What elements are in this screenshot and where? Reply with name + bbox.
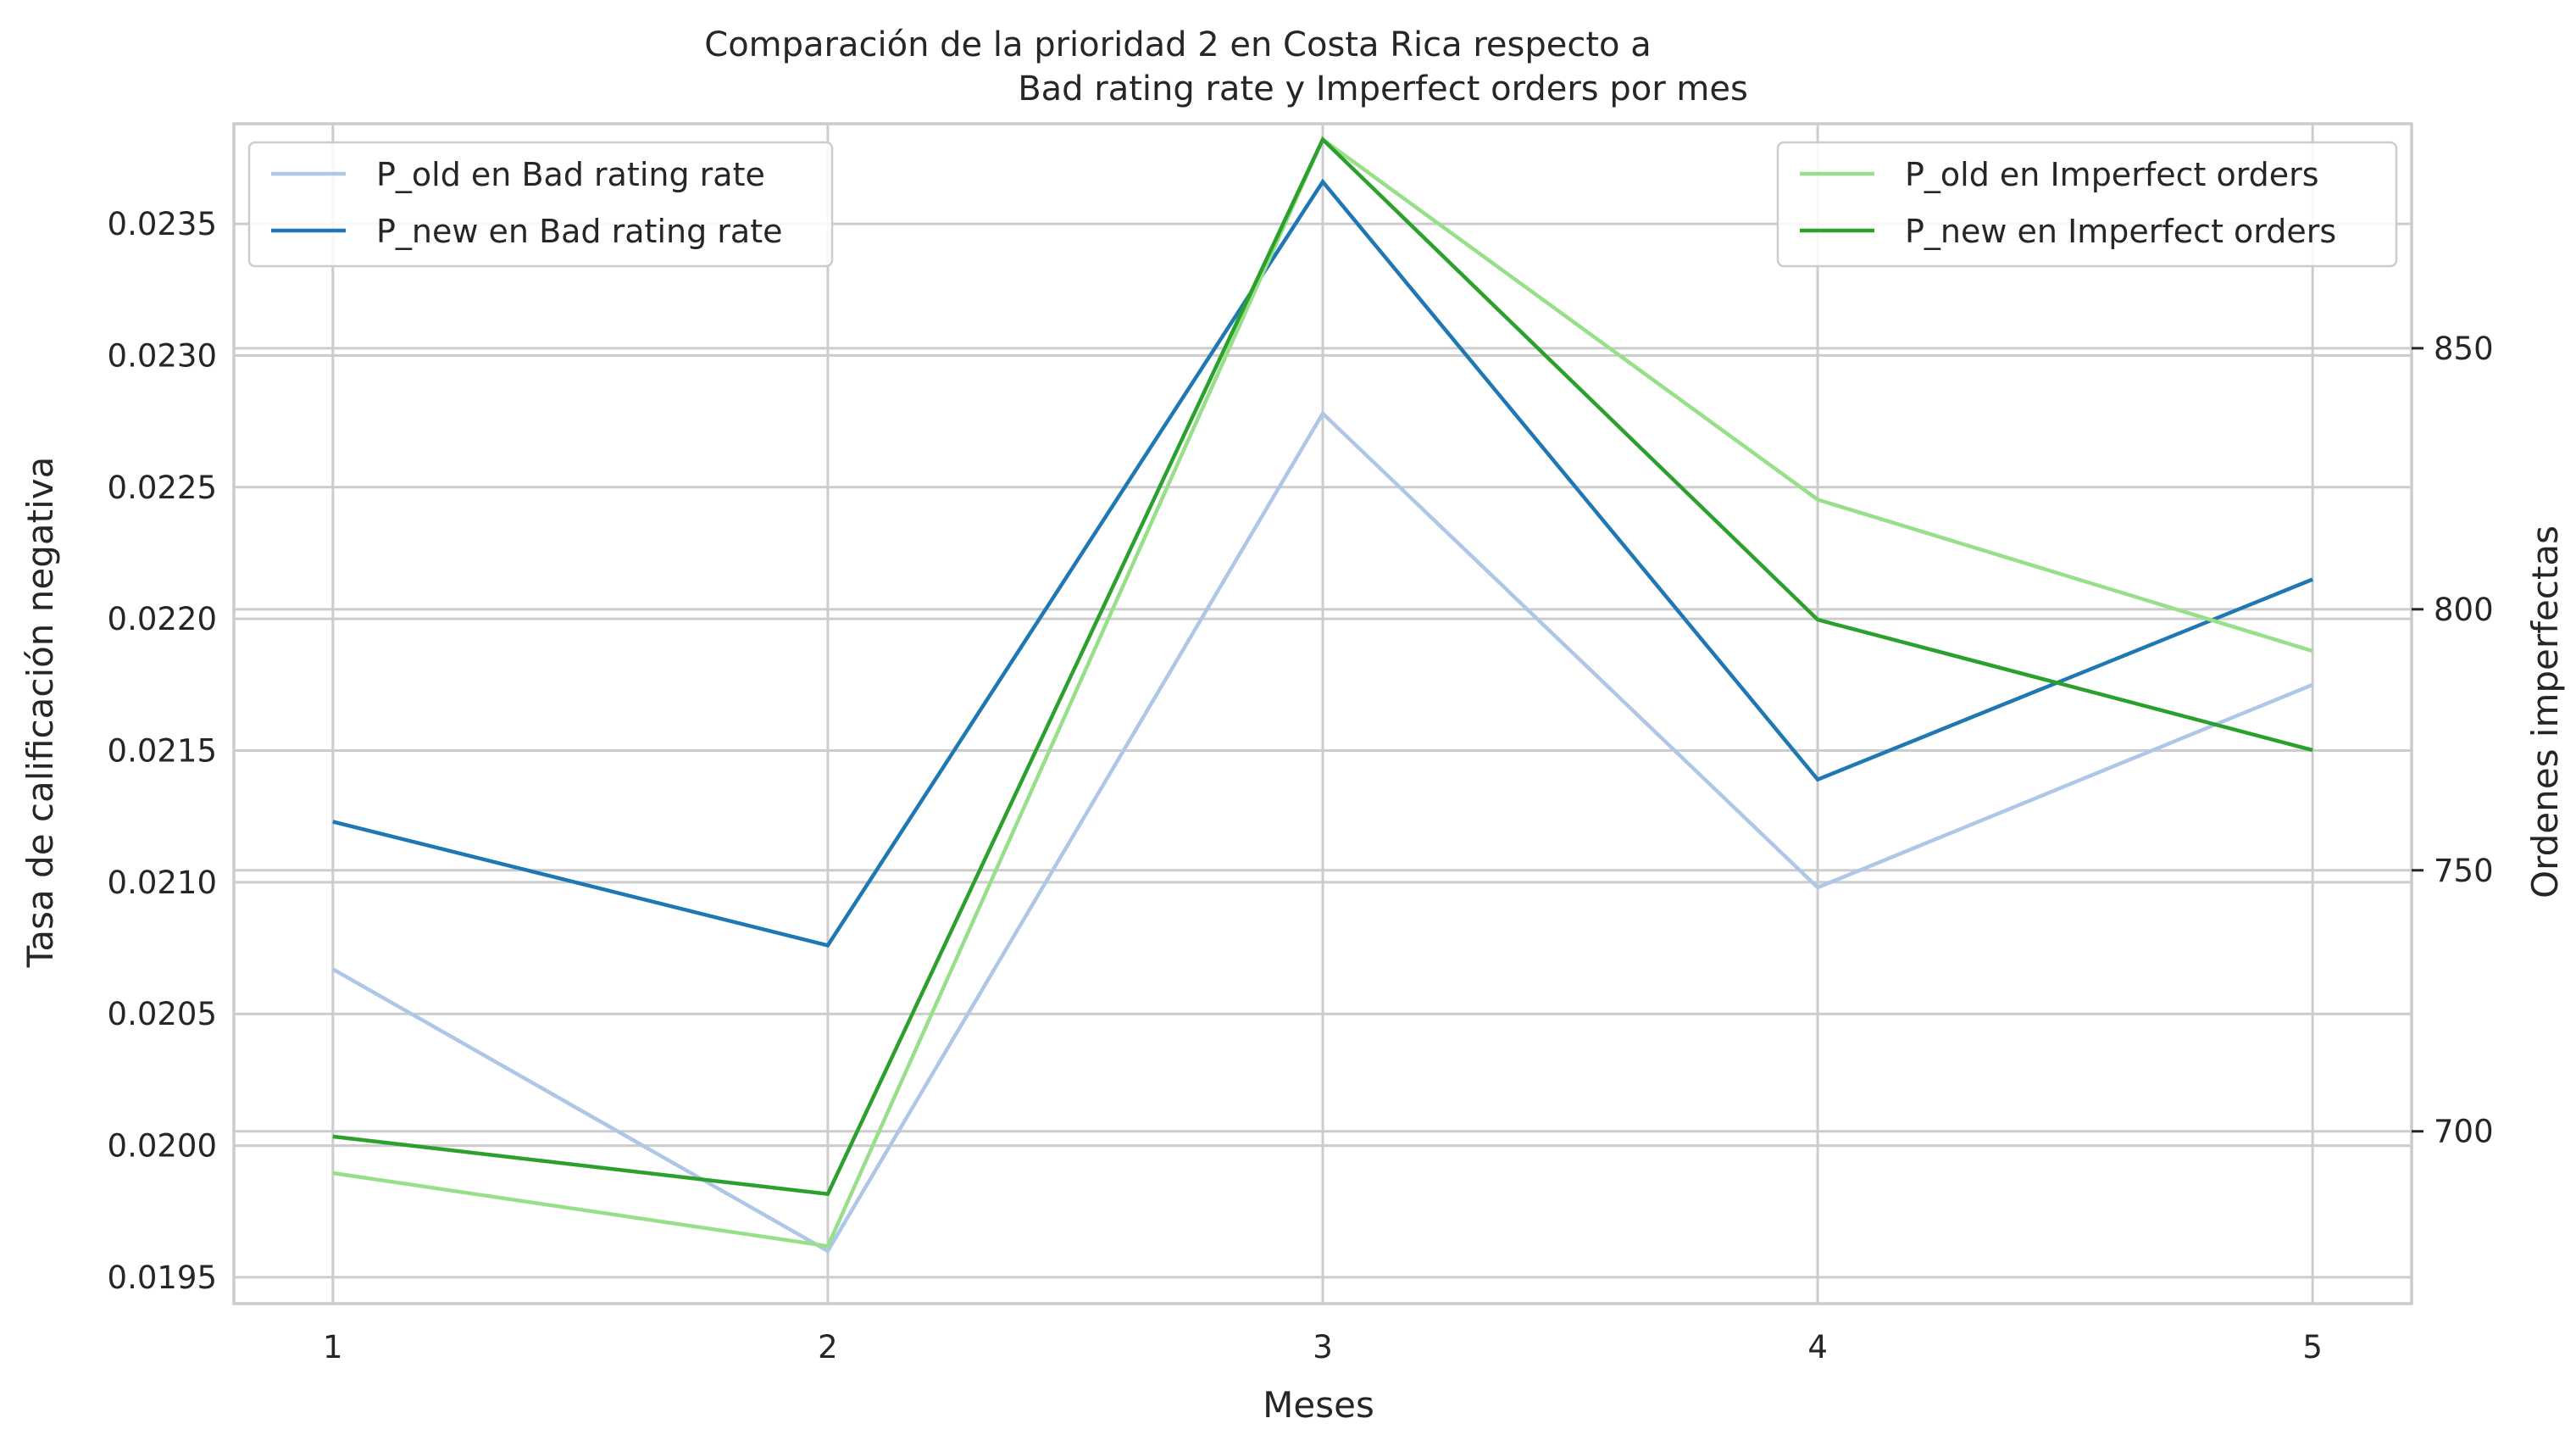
y-tick-label-left: 0.0235 xyxy=(108,206,217,242)
x-tick-label: 2 xyxy=(818,1329,838,1365)
plot-frame xyxy=(232,122,2413,1305)
x-tick-label: 5 xyxy=(2302,1329,2323,1365)
series-layer xyxy=(331,136,2314,1254)
y-tick-label-right: 750 xyxy=(2434,853,2494,889)
y-tick-label-left: 0.0200 xyxy=(108,1128,217,1165)
grid-layer xyxy=(234,124,2412,1304)
series-line-p-new-bad-rating-rate xyxy=(332,178,2314,948)
series-line-p-new-imperfect-orders xyxy=(332,136,2313,1197)
y-tick-label-right: 700 xyxy=(2434,1114,2494,1150)
legend-left-label-2: P_new en Bad rating rate xyxy=(376,213,782,250)
x-tick-label: 3 xyxy=(1313,1329,1333,1365)
tick-layer: 1 2 3 4 5 0.0195 0.0200 0.0205 0.0210 0.0215 0.022… xyxy=(108,206,2494,1365)
y-axis-label-left: Tasa de calificación negativa xyxy=(19,457,61,969)
chart-title-line-1: Comparación de la prioridad 2 en Costa R… xyxy=(704,25,1651,64)
y-tick-label-right: 850 xyxy=(2434,331,2494,367)
y-tick-label-left: 0.0220 xyxy=(108,601,217,637)
y-tick-label-left: 0.0210 xyxy=(108,865,217,901)
legend-right-label-1: P_old en Imperfect orders xyxy=(1905,156,2319,193)
y-tick-label-left: 0.0205 xyxy=(108,996,217,1032)
chart-title-line-2: Bad rating rate y Imperfect orders por m… xyxy=(1018,70,1748,108)
y-axis-label-right: Ordenes imperfectas xyxy=(2524,526,2566,898)
legend-left-box xyxy=(247,141,834,268)
y-tick-label-left: 0.0230 xyxy=(108,337,217,374)
y-tick-label-right: 800 xyxy=(2434,592,2494,628)
x-tick-label: 1 xyxy=(323,1329,343,1365)
legend-right-label-2: P_new en Imperfect orders xyxy=(1905,213,2336,250)
x-axis-label: Meses xyxy=(1263,1384,1374,1426)
legend-right: P_old en Imperfect orders P_new en Imper… xyxy=(1776,141,2398,268)
x-tick-label: 4 xyxy=(1807,1329,1828,1365)
legend-left-label-1: P_old en Bad rating rate xyxy=(376,156,765,193)
legend-left: P_old en Bad rating rate P_new en Bad ra… xyxy=(247,141,834,268)
y-tick-label-left: 0.0225 xyxy=(108,470,217,506)
y-tick-label-left: 0.0195 xyxy=(108,1260,217,1296)
series-line-p-old-bad-rating-rate xyxy=(331,410,2314,1254)
legend-right-box xyxy=(1776,141,2398,268)
y-tick-label-left: 0.0215 xyxy=(108,733,217,770)
